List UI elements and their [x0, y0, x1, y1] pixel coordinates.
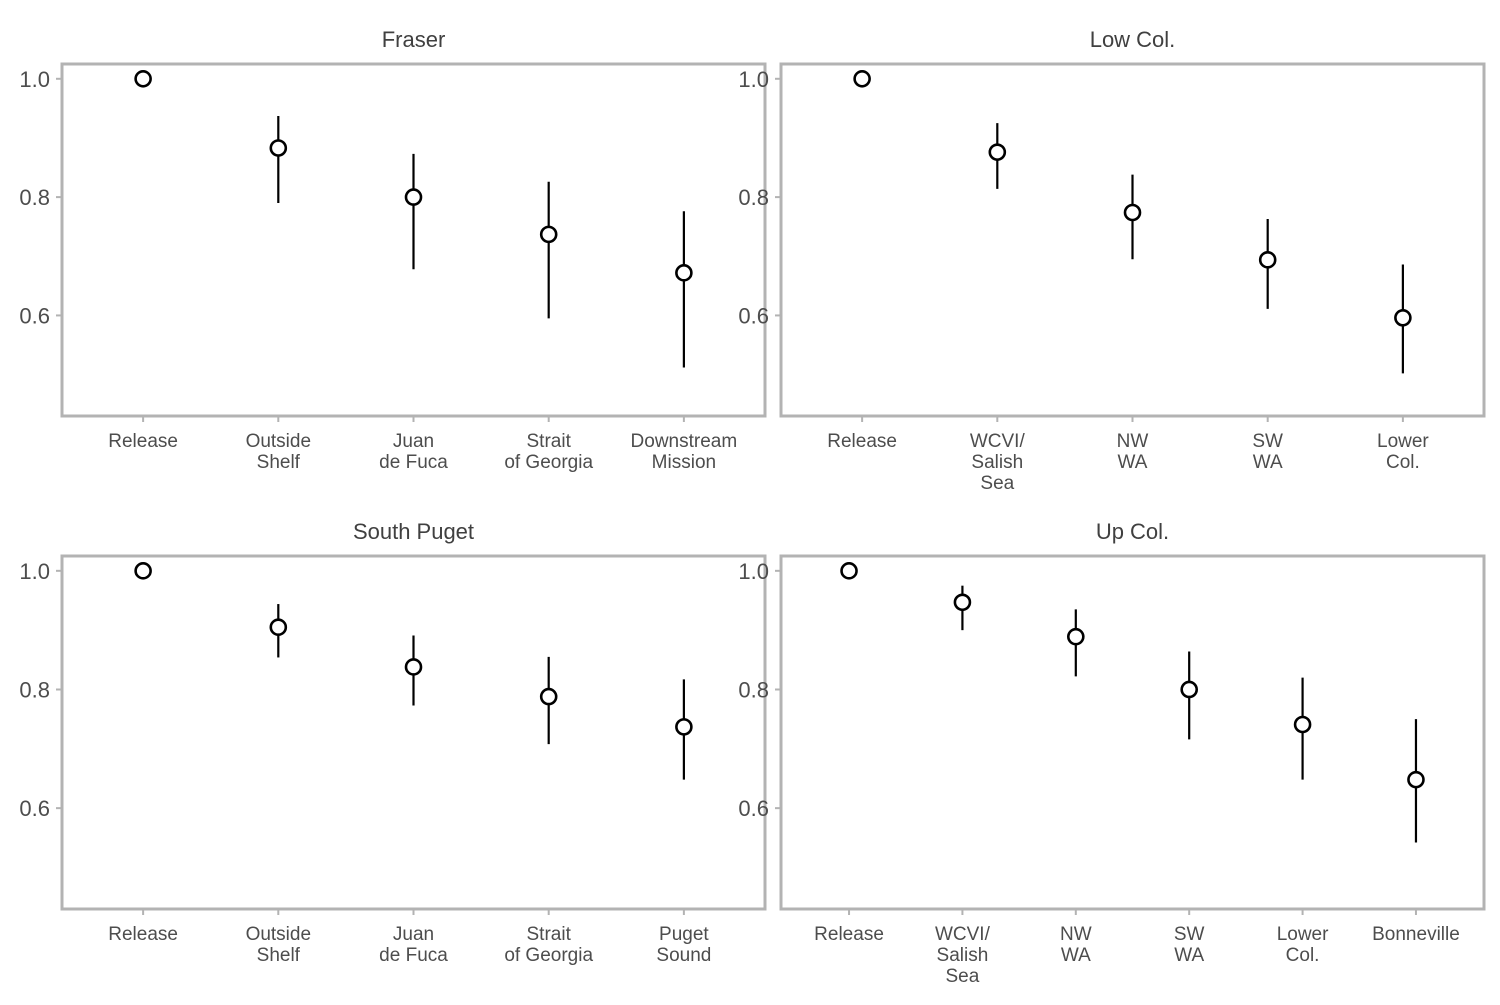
x-tick-label: Lower Col.	[1277, 924, 1329, 966]
x-tick-label: Release	[108, 431, 178, 452]
x-tick-label: SW WA	[1252, 431, 1283, 473]
data-point	[404, 188, 423, 206]
facet-title: Low Col.	[1090, 27, 1176, 52]
data-point	[134, 562, 152, 580]
x-tick-label: Bonneville	[1372, 924, 1460, 945]
y-tick-label: 1.0	[19, 559, 50, 584]
x-tick-label: Release	[108, 924, 178, 945]
data-point	[1407, 770, 1425, 789]
facet-panel: Fraser 0.6 0.8 1.0 Release Outside Shelf Juan de…	[19, 27, 767, 473]
x-tick-label: NW WA	[1117, 431, 1149, 473]
y-tick-label: 1.0	[738, 559, 769, 584]
data-point	[1394, 308, 1412, 327]
x-tick-label: Juan de Fuca	[379, 431, 448, 473]
x-tick-label: Strait of Georgia	[504, 924, 593, 966]
data-point	[1067, 627, 1085, 646]
x-tick-label: Release	[827, 431, 897, 452]
facet-panel: Up Col. 0.6 0.8 1.0 Release WCVI/Salish Sea NW W…	[738, 519, 1486, 987]
x-tick-label: Downstream Mission	[631, 431, 738, 473]
data-point	[988, 143, 1007, 161]
data-point	[539, 225, 558, 244]
y-tick-label: 0.8	[19, 677, 50, 702]
x-tick-label: Strait of Georgia	[504, 431, 593, 473]
data-point	[1180, 680, 1198, 699]
data-point	[539, 687, 558, 706]
facet-title: South Puget	[353, 519, 474, 544]
data-point	[1293, 715, 1312, 734]
data-point	[269, 618, 288, 636]
facet-title: Up Col.	[1096, 519, 1169, 544]
x-tick-label: Puget Sound	[656, 924, 711, 966]
y-tick-label: 0.8	[738, 677, 769, 702]
data-point	[269, 139, 288, 157]
y-tick-label: 1.0	[738, 67, 769, 92]
data-point	[1258, 251, 1277, 269]
data-point	[134, 69, 152, 88]
data-point	[853, 69, 871, 88]
x-tick-label: Outside Shelf	[246, 431, 311, 473]
x-tick-label: NW WA	[1060, 924, 1092, 966]
x-tick-label: Lower Col.	[1377, 431, 1429, 473]
y-tick-label: 1.0	[19, 67, 50, 92]
y-tick-label: 0.6	[19, 303, 50, 328]
y-tick-label: 0.8	[19, 185, 50, 210]
facet-title: Fraser	[382, 27, 446, 52]
y-tick-label: 0.8	[738, 185, 769, 210]
y-tick-label: 0.6	[19, 796, 50, 821]
x-tick-label: Outside Shelf	[246, 924, 311, 966]
data-point	[675, 264, 693, 282]
data-point	[1123, 203, 1142, 222]
y-tick-label: 0.6	[738, 303, 769, 328]
data-point	[840, 562, 858, 580]
facet-panel: South Puget 0.6 0.8 1.0 Release Outside Shelf J…	[19, 519, 767, 966]
panel-border	[60, 554, 767, 911]
panel-border	[779, 554, 1486, 911]
data-point	[675, 718, 693, 736]
data-point	[404, 658, 423, 676]
data-point	[953, 593, 972, 612]
x-tick-label: SW WA	[1174, 924, 1205, 966]
x-tick-label: WCVI/Salish Sea	[935, 924, 991, 987]
facet-panel: Low Col. 0.6 0.8 1.0 Release WCVI/Salish Sea NW…	[738, 27, 1486, 494]
x-tick-label: Release	[814, 924, 884, 945]
x-tick-label: WCVI/Salish Sea	[970, 431, 1026, 494]
y-tick-label: 0.6	[738, 796, 769, 821]
x-tick-label: Juan de Fuca	[379, 924, 448, 966]
